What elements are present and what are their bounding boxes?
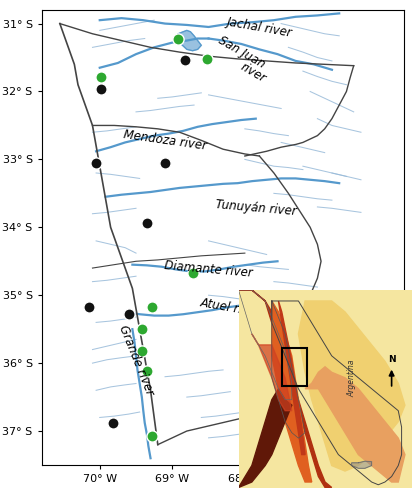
- Polygon shape: [252, 334, 292, 410]
- Point: [138, 325, 145, 333]
- Text: N: N: [388, 355, 395, 364]
- Text: river: river: [239, 60, 269, 85]
- Point: [143, 218, 150, 226]
- Point: [175, 35, 181, 43]
- Point: [204, 55, 211, 63]
- Polygon shape: [239, 290, 412, 488]
- Text: Diamante river: Diamante river: [164, 259, 253, 280]
- Point: [98, 86, 105, 94]
- Text: Argentina: Argentina: [347, 359, 356, 397]
- Polygon shape: [299, 301, 405, 471]
- Point: [98, 72, 105, 80]
- Point: [126, 310, 132, 318]
- Text: Atuel river: Atuel river: [199, 296, 262, 319]
- Text: Tunuyán river: Tunuyán river: [215, 198, 297, 218]
- Point: [189, 270, 196, 278]
- Polygon shape: [239, 389, 292, 488]
- Point: [182, 56, 189, 64]
- Polygon shape: [279, 301, 305, 454]
- Bar: [282, 348, 307, 386]
- Polygon shape: [239, 290, 332, 488]
- Point: [148, 304, 155, 312]
- Text: Jachal river: Jachal river: [226, 15, 293, 39]
- Text: Mendoza river: Mendoza river: [123, 128, 208, 152]
- Text: San Juan: San Juan: [216, 34, 267, 70]
- Point: [110, 419, 116, 427]
- Point: [162, 159, 168, 167]
- Polygon shape: [272, 301, 312, 482]
- Polygon shape: [178, 30, 201, 50]
- Polygon shape: [305, 367, 405, 482]
- Polygon shape: [352, 461, 372, 468]
- Point: [138, 347, 145, 355]
- Point: [85, 304, 92, 312]
- Point: [93, 159, 100, 167]
- Point: [143, 368, 150, 376]
- Text: Grande river: Grande river: [116, 323, 156, 396]
- Point: [148, 432, 155, 440]
